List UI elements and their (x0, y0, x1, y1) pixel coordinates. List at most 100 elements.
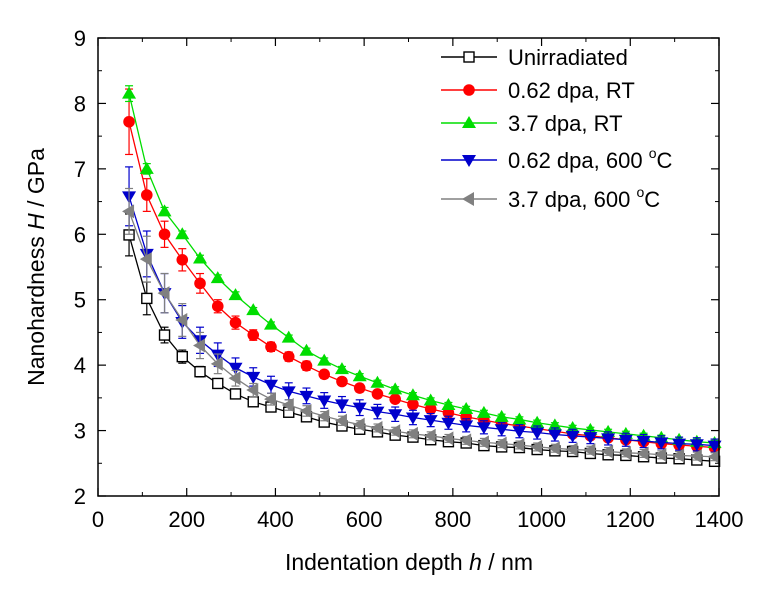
data-point (405, 388, 420, 401)
data-point (601, 433, 616, 446)
data-point (530, 415, 545, 428)
data-point (441, 417, 456, 430)
data-point (707, 449, 720, 464)
data-point (689, 439, 704, 452)
data-point (370, 406, 385, 419)
data-point (210, 271, 225, 284)
y-tick-label: 2 (74, 484, 86, 509)
data-point (583, 422, 598, 435)
data-point (263, 317, 278, 330)
data-point (512, 437, 525, 452)
data-point (441, 431, 454, 446)
data-point (247, 329, 260, 341)
x-tick-label: 1400 (695, 507, 744, 532)
data-point (423, 415, 438, 428)
data-point (618, 434, 633, 447)
data-point (281, 330, 296, 343)
data-point (334, 399, 349, 412)
data-point (228, 288, 243, 301)
series-line (128, 196, 715, 447)
legend-marker (463, 84, 475, 96)
legend-item-2: 0.62 dpa, RT (441, 78, 635, 103)
data-point (139, 252, 152, 267)
data-point (512, 412, 527, 425)
legend-item-1: Unirradiated (441, 45, 628, 70)
x-tick-label: 1200 (606, 507, 655, 532)
data-point (229, 388, 242, 400)
data-point (654, 437, 669, 450)
y-tick-label: 9 (74, 26, 86, 51)
y-tick-label: 7 (74, 157, 86, 182)
data-point (494, 436, 507, 451)
y-tick-label: 3 (74, 419, 86, 444)
data-point (353, 382, 366, 394)
ticks-layer (97, 37, 720, 497)
data-point (672, 438, 687, 451)
legend: Unirradiated 0.62 dpa, RT 3.7 dpa, RT 0.62 … (441, 45, 672, 212)
data-point (707, 440, 722, 453)
x-tick-label: 400 (257, 507, 294, 532)
data-point (352, 402, 367, 415)
y-tick-label: 5 (74, 288, 86, 313)
data-point (388, 409, 403, 422)
data-point (389, 393, 401, 405)
y-axis-title: Nanohardness H / GPa (23, 148, 49, 386)
data-point (618, 445, 631, 460)
legend-label: 3.7 dpa, 600 oC (508, 184, 660, 212)
x-tick-label: 800 (434, 507, 471, 532)
data-point (424, 403, 437, 415)
x-axis-title-part-1: Indentation depth (285, 549, 469, 575)
data-point (565, 430, 580, 443)
data-point (318, 368, 331, 381)
y-tick-label: 4 (74, 353, 86, 378)
data-point (300, 359, 313, 372)
data-point (194, 277, 206, 290)
y-axis-title-part-2: / GPa (23, 148, 49, 213)
data-point (122, 86, 137, 99)
data-point (176, 350, 188, 363)
y-axis-title-part-1: Nanohardness (23, 230, 49, 386)
data-point (299, 343, 314, 356)
data-point (476, 435, 489, 450)
data-point (654, 447, 667, 462)
data-point (423, 393, 438, 406)
data-point (211, 300, 224, 313)
tick-labels-layer: 0 200 400 600 800 1000 1200 1400 2 3 4 5 6 7 8 9 (74, 26, 744, 532)
data-point (547, 429, 562, 442)
series-1 (123, 213, 721, 468)
data-point (405, 426, 418, 441)
y-tick-label: 8 (74, 91, 86, 116)
x-tick-label: 0 (92, 507, 104, 532)
data-point (689, 449, 702, 464)
data-point (565, 442, 578, 457)
data-point (194, 365, 206, 378)
data-point (265, 341, 277, 353)
data-point (247, 396, 259, 408)
y-axis-title-symbol: H (23, 213, 49, 230)
data-point (494, 424, 509, 437)
data-point (176, 254, 189, 266)
data-point (407, 398, 419, 411)
data-point (246, 383, 259, 398)
data-point (299, 403, 312, 418)
data-point (281, 398, 294, 413)
data-point (370, 375, 385, 388)
data-point (530, 427, 545, 440)
data-point (459, 420, 474, 433)
data-point (139, 161, 154, 174)
data-point (405, 412, 420, 425)
data-point (636, 436, 651, 449)
series-5 (122, 187, 720, 464)
data-point (193, 251, 208, 264)
data-point (583, 432, 598, 445)
data-point (263, 392, 276, 407)
data-point (512, 426, 527, 439)
y-tick-label: 6 (74, 222, 86, 247)
legend-label: 0.62 dpa, RT (508, 78, 635, 103)
data-point (210, 356, 223, 371)
data-point (565, 420, 580, 433)
data-point (175, 227, 190, 240)
x-tick-label: 1000 (517, 507, 566, 532)
data-point (158, 228, 171, 241)
